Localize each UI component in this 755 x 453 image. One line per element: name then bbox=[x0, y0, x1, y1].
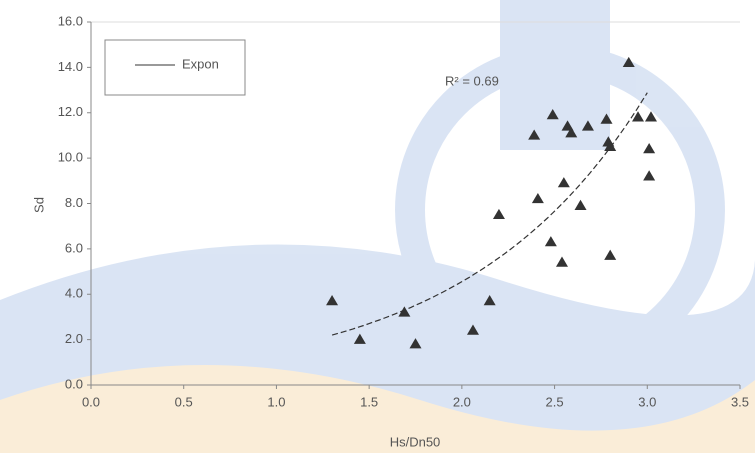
point bbox=[493, 209, 505, 219]
y-tick-label: 16.0 bbox=[58, 13, 83, 28]
x-tick-label: 3.5 bbox=[731, 394, 749, 409]
legend-label: Expon bbox=[182, 56, 219, 71]
point bbox=[632, 111, 644, 121]
y-tick-label: 10.0 bbox=[58, 150, 83, 165]
x-tick-label: 3.0 bbox=[638, 394, 656, 409]
y-tick-label: 0.0 bbox=[65, 376, 83, 391]
y-tick-label: 8.0 bbox=[65, 195, 83, 210]
point bbox=[643, 170, 655, 180]
point bbox=[604, 250, 616, 260]
point bbox=[558, 177, 570, 187]
y-axis-title: Sd bbox=[31, 197, 46, 213]
x-tick-label: 1.0 bbox=[267, 394, 285, 409]
point bbox=[556, 256, 568, 266]
y-tick-label: 4.0 bbox=[65, 286, 83, 301]
y-tick-label: 14.0 bbox=[58, 59, 83, 74]
point bbox=[575, 200, 587, 210]
x-tick-label: 1.5 bbox=[360, 394, 378, 409]
legend bbox=[105, 40, 245, 95]
point bbox=[532, 193, 544, 203]
x-axis-title: Hs/Dn50 bbox=[390, 434, 441, 449]
y-tick-label: 2.0 bbox=[65, 331, 83, 346]
y-tick-label: 12.0 bbox=[58, 104, 83, 119]
chart: Expon R² = 0.69 Hs/Dn50 Sd 0.0 2.0 4.0 6.0 8… bbox=[0, 0, 755, 453]
x-tick-label: 2.5 bbox=[546, 394, 564, 409]
x-tick-label: 2.0 bbox=[453, 394, 471, 409]
point bbox=[643, 143, 655, 153]
y-tick-label: 6.0 bbox=[65, 240, 83, 255]
point bbox=[545, 236, 557, 246]
x-tick-label: 0.5 bbox=[175, 394, 193, 409]
x-tick-label: 0.0 bbox=[82, 394, 100, 409]
r-squared: R² = 0.69 bbox=[445, 73, 499, 88]
